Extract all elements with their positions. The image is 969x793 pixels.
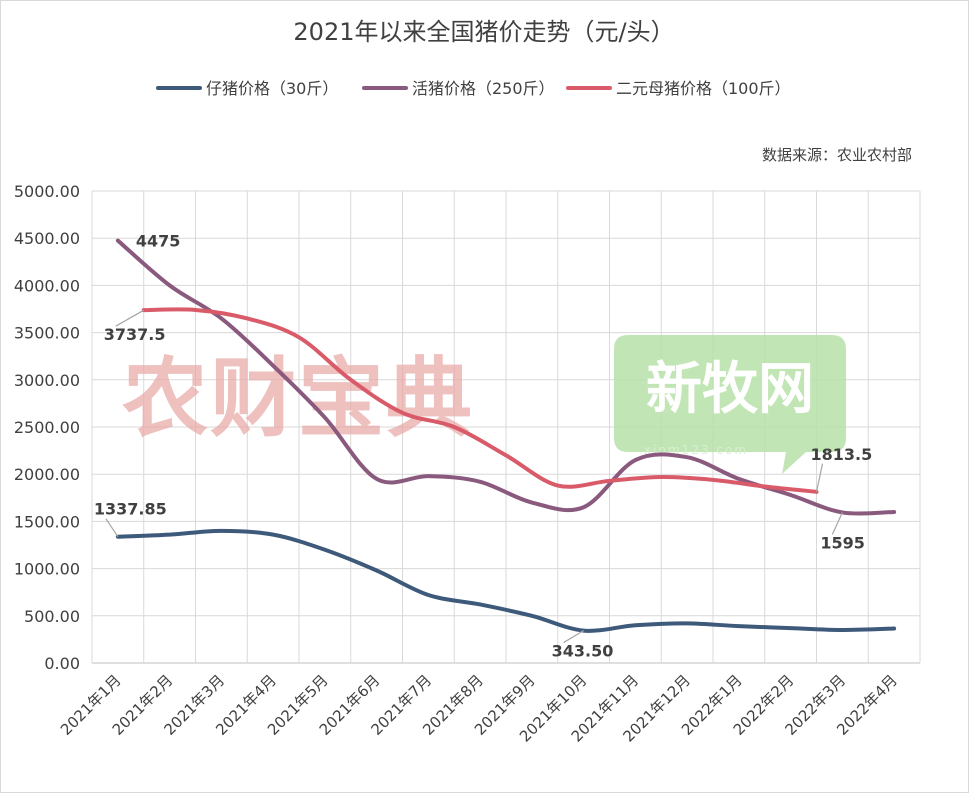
watermark-xinmu-text: 新牧网 (646, 357, 814, 422)
y-tick-label: 1000.00 (14, 560, 80, 579)
series-lines (115, 238, 897, 633)
y-tick-label: 3500.00 (14, 324, 80, 343)
watermark-xinmu-logo: 新牧网 xinm123.com (614, 335, 846, 474)
data-label-leader (563, 630, 584, 644)
data-label-leader (105, 518, 119, 538)
y-tick-label: 2500.00 (14, 418, 80, 437)
data-label: 1337.85 (94, 500, 167, 519)
y-tick-label: 4500.00 (14, 229, 80, 248)
data-label: 3737.5 (104, 325, 166, 344)
y-tick-label: 4000.00 (14, 276, 80, 295)
y-tick-label: 0.00 (44, 654, 80, 673)
chart-title: 2021年以来全国猪价走势（元/头） (293, 18, 674, 46)
data-label-leader (115, 309, 145, 327)
watermark-nongcai: 农财宝典 (122, 349, 474, 449)
series-line-piglet (115, 528, 897, 633)
y-tick-label: 5000.00 (14, 182, 80, 201)
y-tick-label: 2000.00 (14, 465, 80, 484)
data-label: 1813.5 (811, 445, 873, 464)
watermarks: 农财宝典 新牧网 xinm123.com (122, 335, 846, 474)
legend-item: 仔猪价格（30斤） (156, 79, 338, 98)
watermark-xinmu-bubble (614, 335, 846, 474)
y-tick-label: 3000.00 (14, 371, 80, 390)
data-label: 4475 (136, 232, 181, 251)
data-labels: 4475 3737.5 1337.85 343.50 1813.5 1595 (94, 232, 872, 661)
legend-label: 二元母猪价格（100斤） (616, 79, 791, 98)
data-source-note: 数据来源：农业农村部 (762, 146, 912, 164)
legend: 仔猪价格（30斤） 活猪价格（250斤） 二元母猪价格（100斤） (156, 79, 791, 98)
data-label-leader (815, 463, 824, 492)
y-axis: 0.00 500.00 1000.00 1500.00 2000.00 2500.00 30… (14, 182, 80, 673)
x-axis: 2021年1月2021年2月2021年3月2021年4月2021年5月2021年… (57, 671, 901, 745)
legend-item: 活猪价格（250斤） (362, 79, 555, 98)
legend-item: 二元母猪价格（100斤） (566, 79, 791, 98)
data-label: 343.50 (552, 642, 614, 661)
series-line-sow (141, 307, 819, 494)
y-tick-label: 500.00 (24, 607, 80, 626)
grid (91, 190, 921, 664)
data-label-leader (831, 512, 843, 535)
y-tick-label: 1500.00 (14, 512, 80, 531)
data-label: 1595 (820, 533, 865, 552)
legend-label: 仔猪价格（30斤） (206, 79, 338, 98)
legend-label: 活猪价格（250斤） (412, 79, 555, 98)
